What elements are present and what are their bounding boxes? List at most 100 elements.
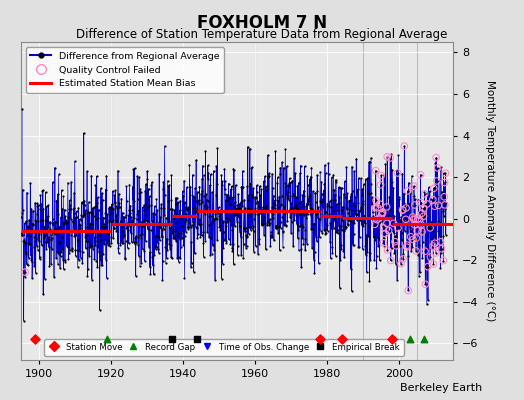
Point xyxy=(34,218,42,224)
Point xyxy=(431,160,440,166)
Point xyxy=(168,206,176,212)
Point xyxy=(438,196,446,202)
Point xyxy=(383,220,391,227)
Point xyxy=(405,200,413,207)
Point xyxy=(258,221,266,227)
Point xyxy=(235,214,243,220)
Point xyxy=(208,250,216,257)
Point xyxy=(404,287,412,294)
Point xyxy=(30,263,38,269)
Point xyxy=(70,226,78,232)
Point xyxy=(265,170,274,176)
Point xyxy=(346,265,355,272)
Point xyxy=(212,163,221,170)
Point xyxy=(402,205,410,211)
Point xyxy=(352,217,361,223)
Point xyxy=(100,224,108,230)
Point xyxy=(113,217,121,224)
Point xyxy=(26,233,34,240)
Point xyxy=(355,208,364,214)
Point xyxy=(194,197,203,204)
Point xyxy=(220,229,228,235)
Point xyxy=(198,176,206,182)
Point xyxy=(302,203,310,210)
Point xyxy=(199,162,207,169)
Legend: Station Move, Record Gap, Time of Obs. Change, Empirical Break: Station Move, Record Gap, Time of Obs. C… xyxy=(45,339,404,356)
Point xyxy=(294,247,303,254)
Point xyxy=(51,218,60,225)
Point xyxy=(343,190,352,196)
Point xyxy=(416,211,424,218)
Point xyxy=(397,260,405,267)
Point xyxy=(24,240,32,246)
Point xyxy=(421,190,429,197)
Point xyxy=(428,223,436,229)
Point xyxy=(328,226,336,232)
Point xyxy=(356,217,364,224)
Point xyxy=(217,275,226,282)
Point xyxy=(121,256,129,262)
Point xyxy=(310,220,319,227)
Point xyxy=(432,250,440,256)
Point xyxy=(65,206,73,213)
Point xyxy=(161,244,170,250)
Point xyxy=(257,222,266,228)
Point xyxy=(106,206,115,212)
Point xyxy=(102,186,110,193)
Point xyxy=(284,182,292,188)
Point xyxy=(170,234,178,240)
Point xyxy=(392,167,401,173)
Point xyxy=(250,227,258,234)
Point xyxy=(403,239,411,246)
Point xyxy=(407,237,416,243)
Point xyxy=(79,213,87,220)
Point xyxy=(393,276,401,283)
Point xyxy=(133,216,141,222)
Point xyxy=(383,247,391,253)
Point xyxy=(92,173,101,179)
Point xyxy=(422,262,431,268)
Point xyxy=(107,201,116,207)
Point xyxy=(390,233,399,240)
Point xyxy=(207,220,215,226)
Point xyxy=(402,205,410,211)
Point xyxy=(38,242,46,248)
Point xyxy=(330,225,338,231)
Point xyxy=(150,252,159,258)
Point xyxy=(234,205,243,211)
Point xyxy=(39,205,48,212)
Point xyxy=(94,194,102,201)
Point xyxy=(49,228,58,234)
Point xyxy=(141,188,149,194)
Point xyxy=(55,240,63,246)
Point xyxy=(384,202,392,209)
Point xyxy=(341,178,349,184)
Point xyxy=(428,227,436,233)
Point xyxy=(303,211,312,218)
Point xyxy=(357,222,366,228)
Point xyxy=(382,223,390,229)
Point xyxy=(361,220,369,226)
Point xyxy=(81,202,89,208)
Point xyxy=(162,255,171,262)
Point xyxy=(129,166,137,172)
Point xyxy=(131,240,139,247)
Point xyxy=(407,234,415,240)
Point xyxy=(432,243,441,250)
Point xyxy=(31,217,40,224)
Point xyxy=(36,256,44,262)
Point xyxy=(126,230,135,236)
Point xyxy=(127,214,135,220)
Point xyxy=(401,216,410,222)
Point xyxy=(165,241,173,248)
Point xyxy=(427,236,435,242)
Point xyxy=(123,198,131,205)
Point xyxy=(88,242,96,249)
Point xyxy=(392,218,401,225)
Point xyxy=(247,210,255,216)
Point xyxy=(195,222,204,228)
Point xyxy=(205,208,214,214)
Point xyxy=(138,218,146,225)
Point xyxy=(235,200,244,207)
Point xyxy=(377,172,385,179)
